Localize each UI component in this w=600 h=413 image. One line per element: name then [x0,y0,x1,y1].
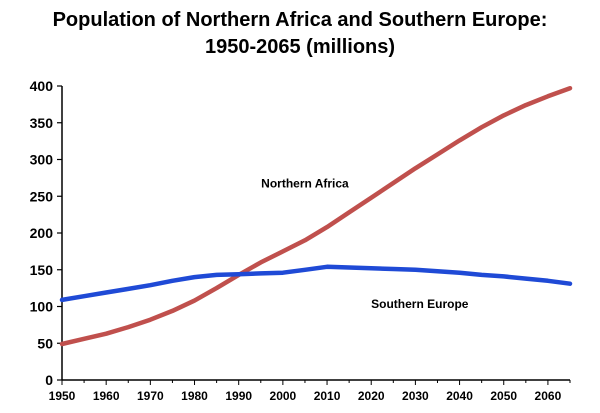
x-tick-label: 1950 [49,389,76,403]
series-annotation-label: Northern Africa [261,176,349,190]
x-tick-label: 2050 [490,389,517,403]
x-tick-label: 1970 [137,389,164,403]
x-tick-label: 1960 [93,389,120,403]
x-tick-label: 2020 [358,389,385,403]
y-tick-label: 0 [45,372,53,388]
x-tick-label: 1980 [181,389,208,403]
x-tick-label: 2030 [402,389,429,403]
series-line-northern-africa [59,85,573,347]
y-tick-label: 250 [30,188,54,204]
y-tick-label: 400 [30,78,54,94]
y-tick-label: 200 [30,225,54,241]
y-tick-label: 100 [30,299,54,315]
series-line-southern-europe [59,264,573,303]
y-tick-label: 350 [30,115,54,131]
y-tick-label: 150 [30,262,54,278]
x-tick-label: 2010 [314,389,341,403]
x-tick-label: 2060 [535,389,562,403]
y-tick-label: 300 [30,152,54,168]
x-tick-label: 1990 [225,389,252,403]
chart-subtitle: 1950-2065 (millions) [204,36,396,58]
x-tick-label: 2040 [446,389,473,403]
x-tick-label: 2000 [270,389,297,403]
chart-title: Population of Northern Africa and Southe… [52,9,548,31]
y-tick-label: 50 [37,335,53,351]
series-annotation-label: Southern Europe [371,297,469,311]
